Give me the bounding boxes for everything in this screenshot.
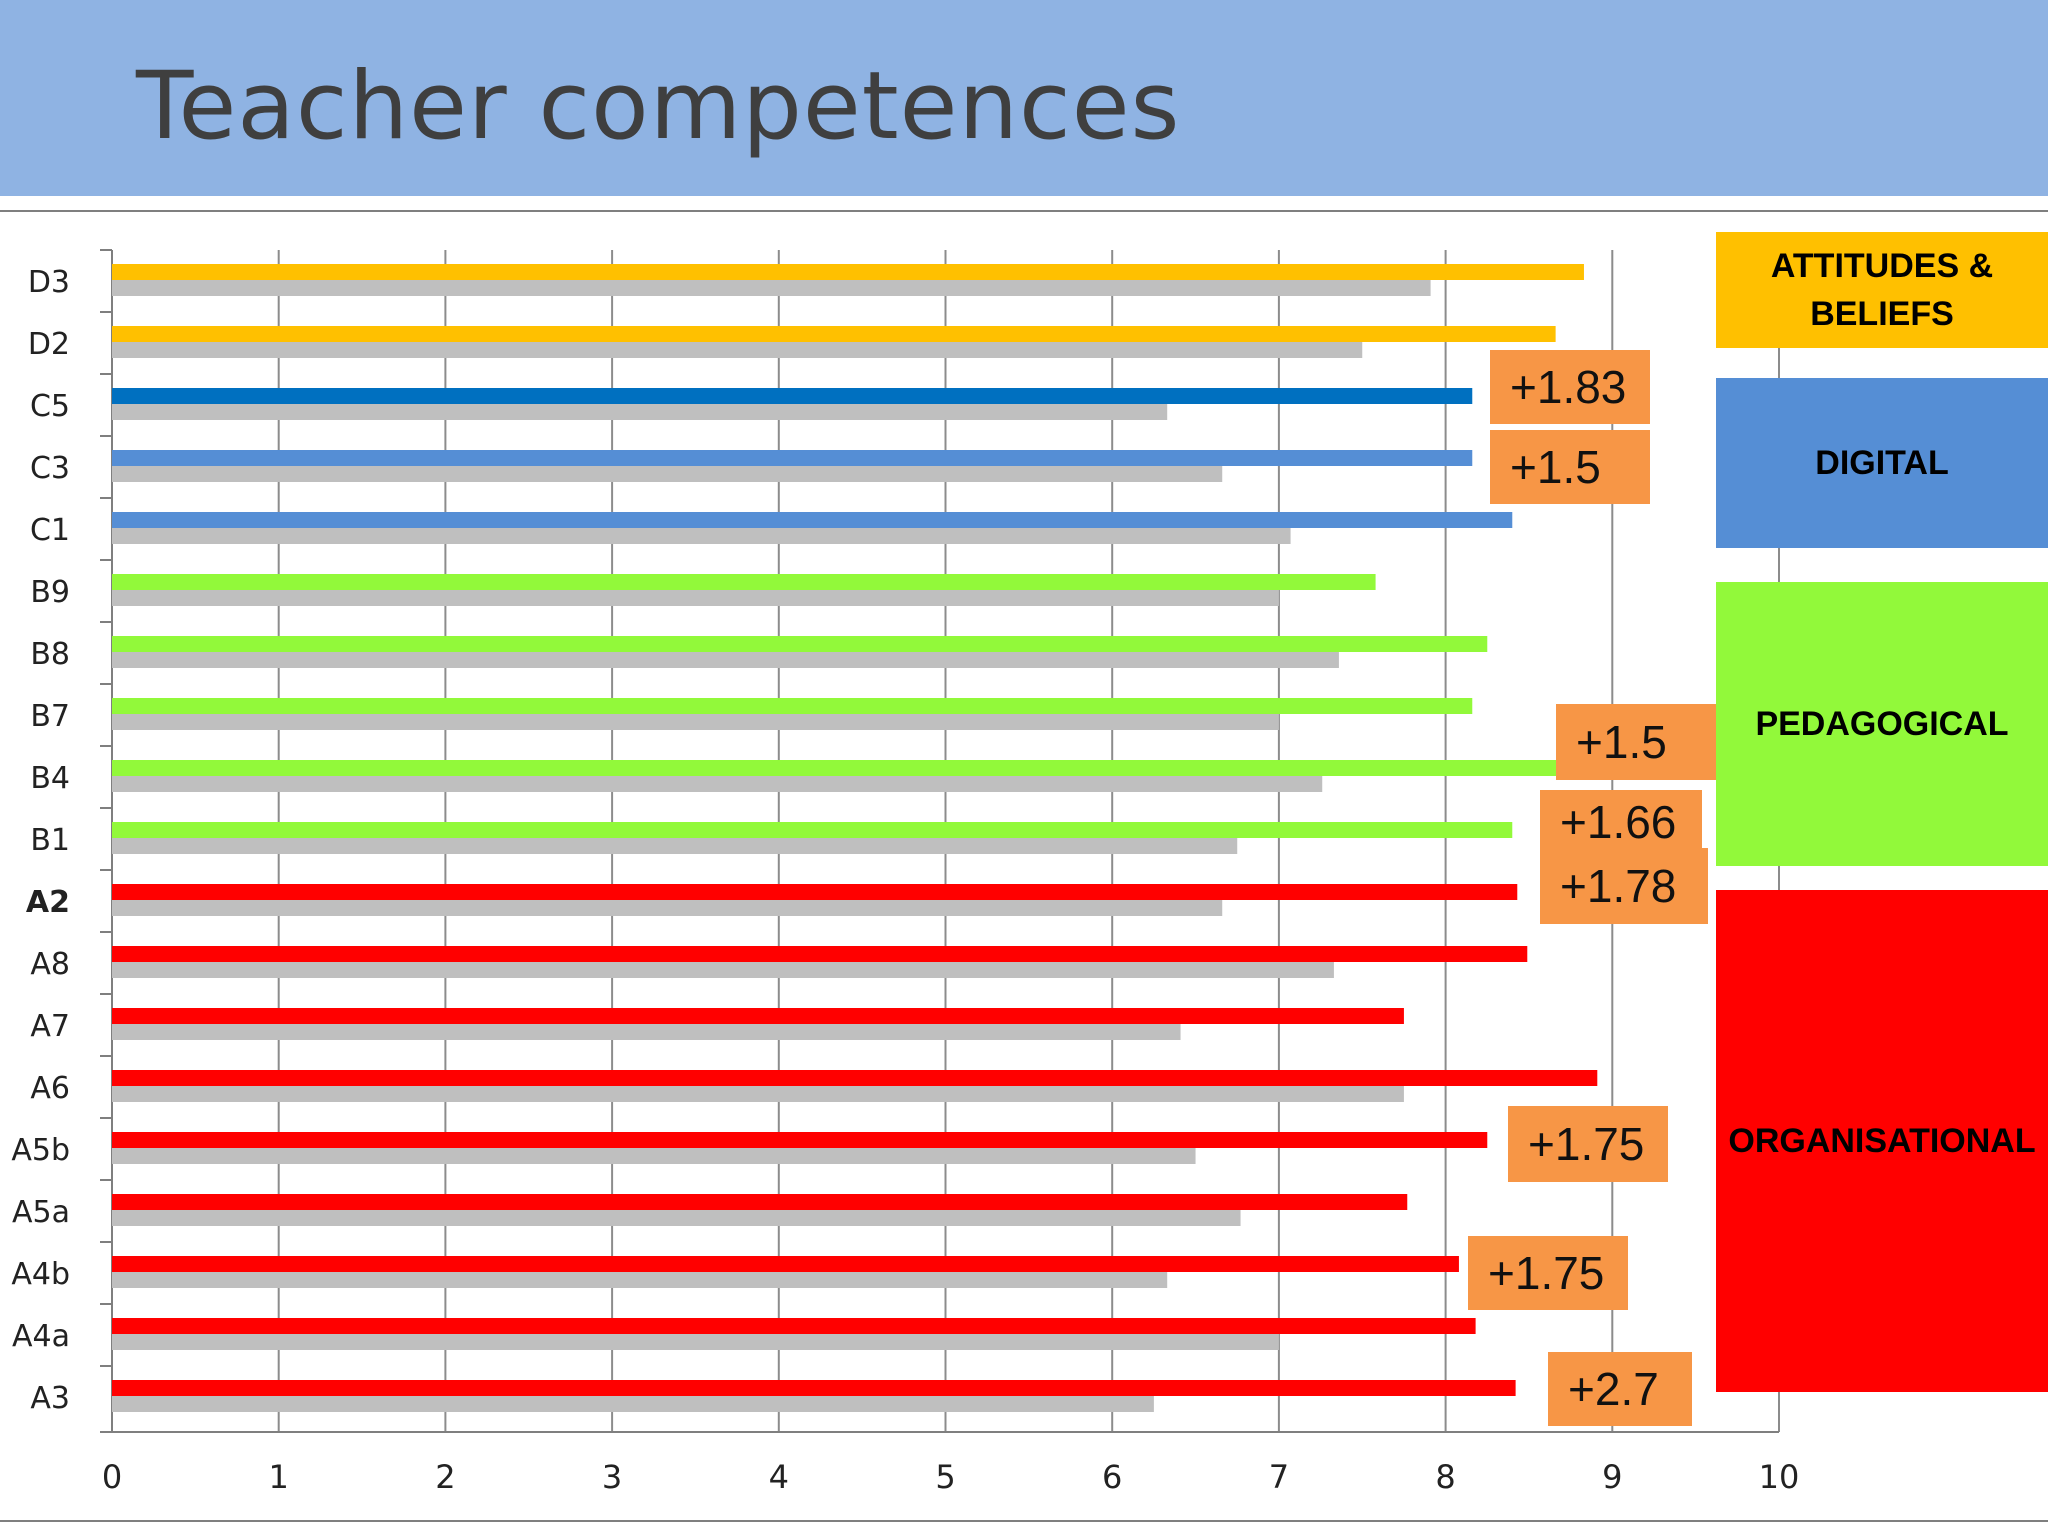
x-tick-label: 2: [435, 1458, 455, 1496]
bar-before: [112, 652, 1339, 668]
category-label: A2: [26, 885, 70, 920]
bar-after: [112, 1008, 1404, 1024]
category-label: B1: [30, 823, 70, 858]
x-tick-label: 5: [935, 1458, 955, 1496]
bar-before: [112, 342, 1363, 358]
bar-after: [112, 698, 1473, 714]
bar-after: [112, 760, 1621, 776]
bar-after: [112, 946, 1528, 962]
callout-a5b: +1.75: [1508, 1106, 1668, 1182]
legend-box-digital: DIGITAL: [1716, 378, 2048, 548]
x-tick-label: 9: [1602, 1458, 1622, 1496]
bar-after: [112, 1380, 1516, 1396]
bar-after: [112, 1132, 1488, 1148]
category-label: B9: [30, 575, 70, 610]
bar-before: [112, 466, 1223, 482]
category-label: C5: [30, 389, 70, 424]
title-bar: [0, 0, 2048, 196]
bar-before: [112, 1210, 1241, 1226]
callout-a4b: +1.75: [1468, 1236, 1628, 1310]
bar-after: [112, 1256, 1459, 1272]
category-label: A7: [30, 1009, 70, 1044]
category-label: C1: [30, 513, 70, 548]
page-title: Teacher competences: [136, 52, 1181, 161]
callout-b4: +1.5: [1556, 704, 1716, 780]
category-label: A5a: [12, 1195, 70, 1230]
bar-after: [112, 512, 1513, 528]
x-tick-label: 6: [1102, 1458, 1122, 1496]
bar-before: [112, 1272, 1168, 1288]
header-divider: [0, 210, 2048, 212]
bar-before: [112, 1396, 1154, 1412]
bar-after: [112, 822, 1513, 838]
footer-divider: [0, 1520, 2048, 1522]
legend-box-attitudes-beliefs: ATTITUDES & BELIEFS: [1716, 232, 2048, 348]
bar-after: [112, 1318, 1476, 1334]
category-label: B8: [30, 637, 70, 672]
bar-after: [112, 326, 1556, 342]
bar-after: [112, 264, 1584, 280]
bar-after: [112, 636, 1488, 652]
x-tick-label: 4: [769, 1458, 789, 1496]
category-label: A4a: [12, 1319, 70, 1354]
x-tick-label: 8: [1435, 1458, 1455, 1496]
callout-a2: +1.78: [1540, 848, 1708, 924]
category-label: B7: [30, 699, 70, 734]
category-label: A5b: [11, 1133, 70, 1168]
x-tick-label: 7: [1269, 1458, 1289, 1496]
category-label: D2: [28, 327, 70, 362]
bar-before: [112, 900, 1223, 916]
bar-after: [112, 1070, 1598, 1086]
bar-before: [112, 776, 1323, 792]
bar-after: [112, 388, 1473, 404]
x-tick-label: 10: [1759, 1458, 1800, 1496]
bar-after: [112, 884, 1518, 900]
bar-before: [112, 1024, 1181, 1040]
category-label: A6: [30, 1071, 70, 1106]
bar-before: [112, 1334, 1279, 1350]
bar-before: [112, 404, 1168, 420]
bar-after: [112, 450, 1473, 466]
category-label: A4b: [11, 1257, 70, 1292]
bar-after: [112, 1194, 1408, 1210]
legend-box-organisational: ORGANISATIONAL: [1716, 890, 2048, 1392]
callout-c5: +1.83: [1490, 350, 1650, 424]
category-label: A8: [30, 947, 70, 982]
callout-c3: +1.5: [1490, 430, 1650, 504]
bar-before: [112, 714, 1279, 730]
x-tick-label: 1: [269, 1458, 289, 1496]
bar-before: [112, 838, 1238, 854]
category-label: A3: [30, 1381, 70, 1416]
x-tick-label: 0: [102, 1458, 122, 1496]
callout-b1: +1.66: [1540, 790, 1702, 854]
category-label: B4: [30, 761, 70, 796]
x-tick-label: 3: [602, 1458, 622, 1496]
bar-before: [112, 590, 1279, 606]
bar-before: [112, 280, 1431, 296]
legend-box-pedagogical: PEDAGOGICAL: [1716, 582, 2048, 866]
bar-before: [112, 1086, 1404, 1102]
category-label: C3: [30, 451, 70, 486]
bar-before: [112, 1148, 1196, 1164]
bar-before: [112, 962, 1334, 978]
category-label: D3: [28, 265, 70, 300]
bar-after: [112, 574, 1376, 590]
callout-a3: +2.7: [1548, 1352, 1692, 1426]
bar-before: [112, 528, 1291, 544]
